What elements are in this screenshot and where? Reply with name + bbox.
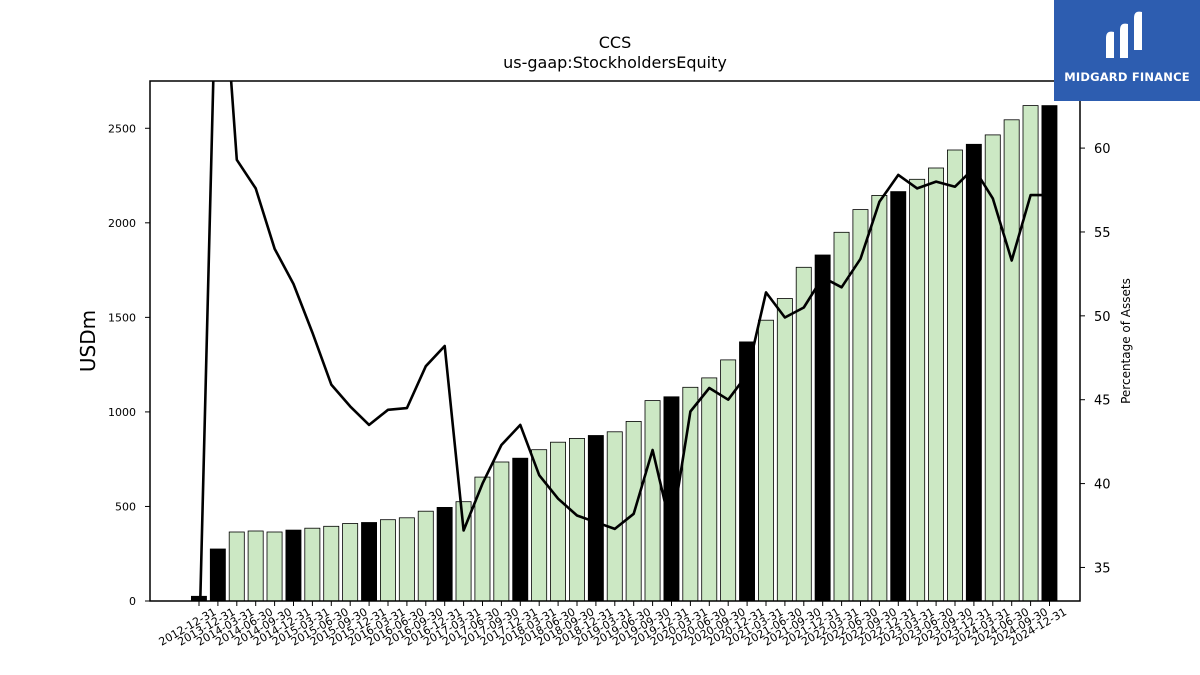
bar	[758, 319, 774, 602]
bar	[266, 531, 283, 602]
bar	[587, 435, 604, 602]
bar	[550, 441, 567, 602]
bar	[644, 400, 661, 602]
line-series	[198, 81, 1050, 601]
bar	[984, 134, 1001, 602]
y-tick-label: 1500	[108, 311, 136, 324]
bar	[569, 437, 585, 602]
bar	[795, 266, 812, 602]
chart-subtitle: us-gaap:StockholdersEquity	[503, 53, 727, 72]
y2-tick-label: 35	[1094, 561, 1111, 576]
logo-icon	[1106, 11, 1142, 59]
bar	[1022, 105, 1039, 602]
bar	[814, 254, 831, 602]
midgard-finance-logo: MIDGARD FINANCE	[1054, 0, 1200, 101]
bar	[436, 506, 453, 602]
y2-axis-label: Percentage of Assets	[1119, 278, 1133, 404]
y2-tick-label: 55	[1094, 226, 1111, 241]
bar	[1041, 105, 1058, 602]
bar	[909, 178, 926, 602]
bar	[871, 194, 888, 602]
bar-series	[190, 105, 1058, 602]
y2-tick-label: 50	[1094, 310, 1111, 325]
bar	[342, 523, 359, 602]
bar	[947, 149, 963, 602]
bar	[323, 525, 340, 602]
bar	[417, 510, 434, 602]
bar	[493, 461, 510, 602]
chart-title: CCS	[599, 33, 632, 52]
bar	[361, 522, 378, 602]
bar	[512, 457, 529, 602]
logo-text: MIDGARD FINANCE	[1064, 70, 1190, 84]
y-tick-label: 2500	[108, 122, 136, 135]
y-tick-label: 500	[115, 500, 136, 513]
bar	[379, 519, 396, 602]
bar	[398, 517, 415, 602]
y2-tick-label: 60	[1094, 142, 1111, 157]
y-tick-label: 1000	[108, 406, 136, 419]
y-tick-label: 0	[129, 595, 136, 608]
y-tick-label: 2000	[108, 217, 136, 230]
y2-tick-label: 40	[1094, 478, 1111, 493]
right-axis: 35 40 45 50 55 60	[1080, 142, 1111, 576]
line-percentage-of-assets	[198, 81, 1050, 601]
bar	[928, 167, 945, 602]
bar	[965, 143, 982, 602]
bar	[776, 298, 793, 602]
y-axis-label: USDm	[76, 310, 100, 372]
bar	[606, 431, 623, 602]
bar	[209, 548, 226, 602]
bar	[228, 531, 245, 602]
left-axis: 0 500 1000 1500 2000 2500	[108, 122, 150, 608]
bar	[304, 527, 321, 602]
x-axis: 2012-12-312013-12-312014-03-312014-06-30…	[157, 601, 1069, 649]
y2-tick-label: 45	[1094, 394, 1111, 409]
bar	[285, 529, 302, 602]
bar	[1003, 119, 1020, 602]
bar	[247, 530, 264, 602]
bar	[890, 191, 907, 602]
bar	[701, 377, 718, 602]
